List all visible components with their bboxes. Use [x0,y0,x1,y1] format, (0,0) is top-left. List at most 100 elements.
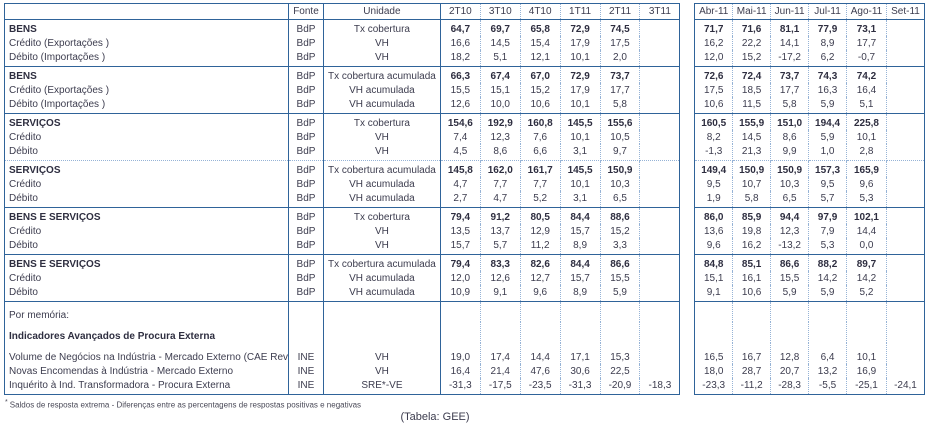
row-label: Débito [3,285,290,302]
cell-quarter-value: 12,1 [520,50,561,67]
cell-quarter-value: 6,5 [600,191,641,208]
row-label: Débito [3,191,290,208]
cell-fonte: BdP [288,113,324,130]
cell-month-value: 14,2 [808,271,847,285]
cell-month-value [886,285,925,302]
cell-quarter-value: 10,0 [480,97,521,114]
cell-quarter-value: 84,4 [560,207,601,224]
row-label: SERVIÇOS [3,113,290,130]
cell-quarter-value: 10,6 [520,97,561,114]
cell-quarter-value: 15,2 [600,224,641,238]
cell-month-value: 165,9 [846,160,887,177]
cell-quarter-value [639,271,681,285]
cell-unidade: Tx cobertura [323,113,441,130]
cell-quarter-value: 65,8 [520,19,561,36]
cell-month-value [846,301,887,322]
header-quarter: 2T11 [600,3,641,20]
gap-spacer [680,20,695,37]
cell-month-value: 15,2 [732,50,772,67]
cell-quarter-value: 67,0 [520,66,561,83]
header-unidade: Unidade [323,3,441,20]
cell-quarter-value: 8,9 [560,285,601,302]
cell-month-value: 160,5 [694,113,734,130]
cell-month-value: 15,1 [694,271,734,285]
cell-quarter-value: 8,6 [480,144,521,161]
section-bens: BENS BdP Tx cobertura 64,7 69,7 65,8 72,9 74,5 7… [3,19,925,67]
cell-quarter-value: 12,6 [440,97,481,114]
cell-quarter-value [639,254,681,271]
cell-month-value: 97,9 [808,207,847,224]
row-label: Indicadores Avançados de Procura Externa [3,322,290,343]
cell-quarter-value: -31,3 [560,378,601,395]
cell-unidade: VH acumulada [323,285,441,302]
cell-quarter-value: 10,1 [560,97,601,114]
row-label: Débito (Importações ) [3,97,290,114]
table-row: Débito (Importações ) BdP VH acumulada 12,6… [3,97,925,114]
cell-quarter-value: 7,7 [520,177,561,191]
cell-month-value: 10,6 [694,97,734,114]
gap-spacer [680,285,695,302]
cell-quarter-value: -23,5 [520,378,561,395]
table-row: Inquérito à Ind. Transformadora - Procur… [3,378,925,395]
row-label: Crédito (Exportações ) [3,83,290,97]
cell-month-value: 16,9 [846,364,887,378]
row-label: BENS E SERVIÇOS [3,207,290,224]
cell-month-value [886,160,925,177]
gap-spacer [680,130,695,144]
cell-quarter-value: 17,7 [600,83,641,97]
cell-month-value [694,301,734,322]
cell-quarter-value [639,285,681,302]
cell-quarter-value: 72,9 [560,19,601,36]
cell-unidade: Tx cobertura [323,19,441,36]
cell-month-value: 5,7 [808,191,847,208]
cell-month-value: 14,1 [770,36,810,50]
cell-quarter-value [520,301,561,322]
cell-quarter-value: 2,0 [600,50,641,67]
row-label: BENS [3,19,290,36]
cell-month-value [886,238,925,255]
cell-quarter-value: 79,4 [440,207,481,224]
cell-month-value: 150,9 [770,160,810,177]
cell-unidade: Tx cobertura acumulada [323,66,441,83]
cell-quarter-value: 13,7 [480,224,521,238]
table-row: Crédito BdP VH acumulada 4,7 7,7 7,7 10,1 10,3 9… [3,177,925,191]
gap-spacer [680,36,695,50]
cell-unidade: VH [323,144,441,161]
cell-quarter-value [639,160,681,177]
cell-month-value [732,322,772,343]
cell-month-value: 85,1 [732,254,772,271]
cell-month-value: -25,1 [846,378,887,395]
cell-quarter-value [639,207,681,224]
cell-quarter-value: 14,4 [520,343,561,364]
header-row: Fonte Unidade 2T10 3T10 4T10 1T11 2T11 3… [3,3,925,20]
cell-quarter-value: 12,6 [480,271,521,285]
table-row: Novas Encomendas à Indústria - Mercado E… [3,364,925,378]
cell-month-value [732,301,772,322]
cell-quarter-value: 5,8 [600,97,641,114]
cell-unidade [323,301,441,322]
cell-month-value [886,364,925,378]
cell-quarter-value: 12,9 [520,224,561,238]
row-label: Crédito [3,271,290,285]
cell-quarter-value: 5,1 [480,50,521,67]
table-row: Crédito BdP VH 7,4 12,3 7,6 10,1 10,5 8,2 14,5 8,6… [3,130,925,144]
cell-month-value: 5,9 [808,97,847,114]
cell-quarter-value: 145,8 [440,160,481,177]
cell-fonte: BdP [288,285,324,302]
cell-month-value [886,207,925,224]
cell-month-value: 17,7 [846,36,887,50]
section-header-row: BENS BdP Tx cobertura acumulada 66,3 67,4 67,… [3,66,925,83]
cell-quarter-value [639,177,681,191]
gap-spacer [680,177,695,191]
cell-quarter-value: 5,9 [600,285,641,302]
gap-spacer [680,50,695,67]
cell-quarter-value: 15,7 [560,224,601,238]
section-header-row: BENS E SERVIÇOS BdP Tx cobertura 79,4 91,2 80… [3,207,925,224]
cell-month-value: 5,9 [808,285,847,302]
cell-quarter-value [639,364,681,378]
header-quarter: 3T11 [639,3,681,20]
gap-spacer [680,378,695,395]
cell-quarter-value: 3,3 [600,238,641,255]
cell-month-value [886,66,925,83]
gap-spacer [680,191,695,208]
